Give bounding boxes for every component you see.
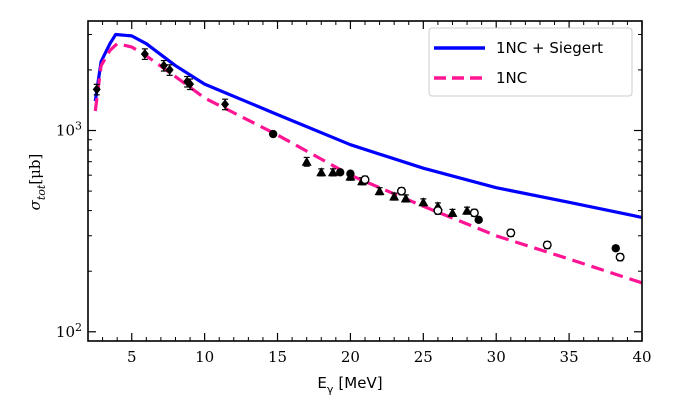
- x-tick-label: 10: [195, 348, 214, 366]
- data-point-diamond: [92, 84, 101, 95]
- legend-label-1nc: 1NC: [496, 69, 527, 87]
- data-point-filled-circle: [611, 244, 620, 253]
- x-tick-label: 15: [268, 348, 287, 366]
- data-point-triangle: [389, 191, 400, 201]
- y-axis-title: σtot[μb]: [26, 154, 48, 211]
- data-point-filled-circle: [336, 168, 345, 177]
- data-point-triangle: [418, 197, 429, 207]
- data-point-triangle: [345, 171, 356, 181]
- data-point-open-circle: [360, 175, 370, 185]
- data-point-diamond: [186, 79, 195, 90]
- data-point-filled-circle: [268, 129, 278, 139]
- data-point-diamond: [159, 60, 168, 71]
- data-point-triangle: [447, 207, 458, 217]
- x-tick-label: 30: [487, 348, 506, 366]
- y-tick-label: 102: [56, 321, 82, 341]
- svg-text:Eγ[MeV]: Eγ [MeV]: [317, 374, 382, 396]
- series-line-1nc-siegert: [93, 32, 643, 219]
- x-axis-label-main: E: [317, 374, 326, 392]
- data-point-triangle: [316, 167, 327, 177]
- y-tick-label: 103: [56, 120, 82, 140]
- legend: 1NC + Siegert 1NC: [428, 27, 633, 97]
- data-point-triangle: [374, 186, 385, 196]
- x-axis-label-sub: γ: [327, 383, 334, 396]
- legend-label-1nc-siegert: 1NC + Siegert: [496, 39, 603, 57]
- data-point-open-circle: [615, 252, 625, 262]
- data-point-open-circle: [542, 240, 552, 250]
- y-axis-label-unit: [μb]: [26, 154, 44, 185]
- data-point-open-circle: [469, 208, 479, 218]
- x-tick-label: 20: [341, 348, 360, 366]
- data-point-triangle: [301, 156, 312, 166]
- plot-content: [92, 32, 643, 285]
- data-point-open-circle: [506, 228, 516, 238]
- x-tick-label: 5: [127, 348, 137, 366]
- x-tick-label: 40: [632, 348, 651, 366]
- y-axis-label-main: σ: [26, 199, 44, 210]
- series-line-1nc: [93, 42, 643, 285]
- data-point-open-circle: [396, 186, 406, 196]
- data-point-diamond: [221, 99, 230, 110]
- data-point-open-circle: [433, 206, 443, 216]
- data-point-diamond: [165, 64, 174, 75]
- x-tick-label: 25: [414, 348, 433, 366]
- data-point-triangle: [400, 193, 411, 203]
- data-point-triangle: [327, 167, 338, 177]
- svg-text:σtot[μb]: σtot[μb]: [26, 154, 48, 211]
- y-axis-label-sub: tot: [35, 184, 48, 200]
- data-point-filled-circle: [474, 215, 483, 225]
- data-point-triangle: [462, 205, 473, 215]
- x-axis-title: Eγ [MeV]: [317, 374, 382, 396]
- plot-frame: [87, 20, 643, 342]
- data-point-diamond: [140, 48, 149, 59]
- x-tick-label: 35: [560, 348, 579, 366]
- x-axis-label-unit: [MeV]: [338, 374, 382, 392]
